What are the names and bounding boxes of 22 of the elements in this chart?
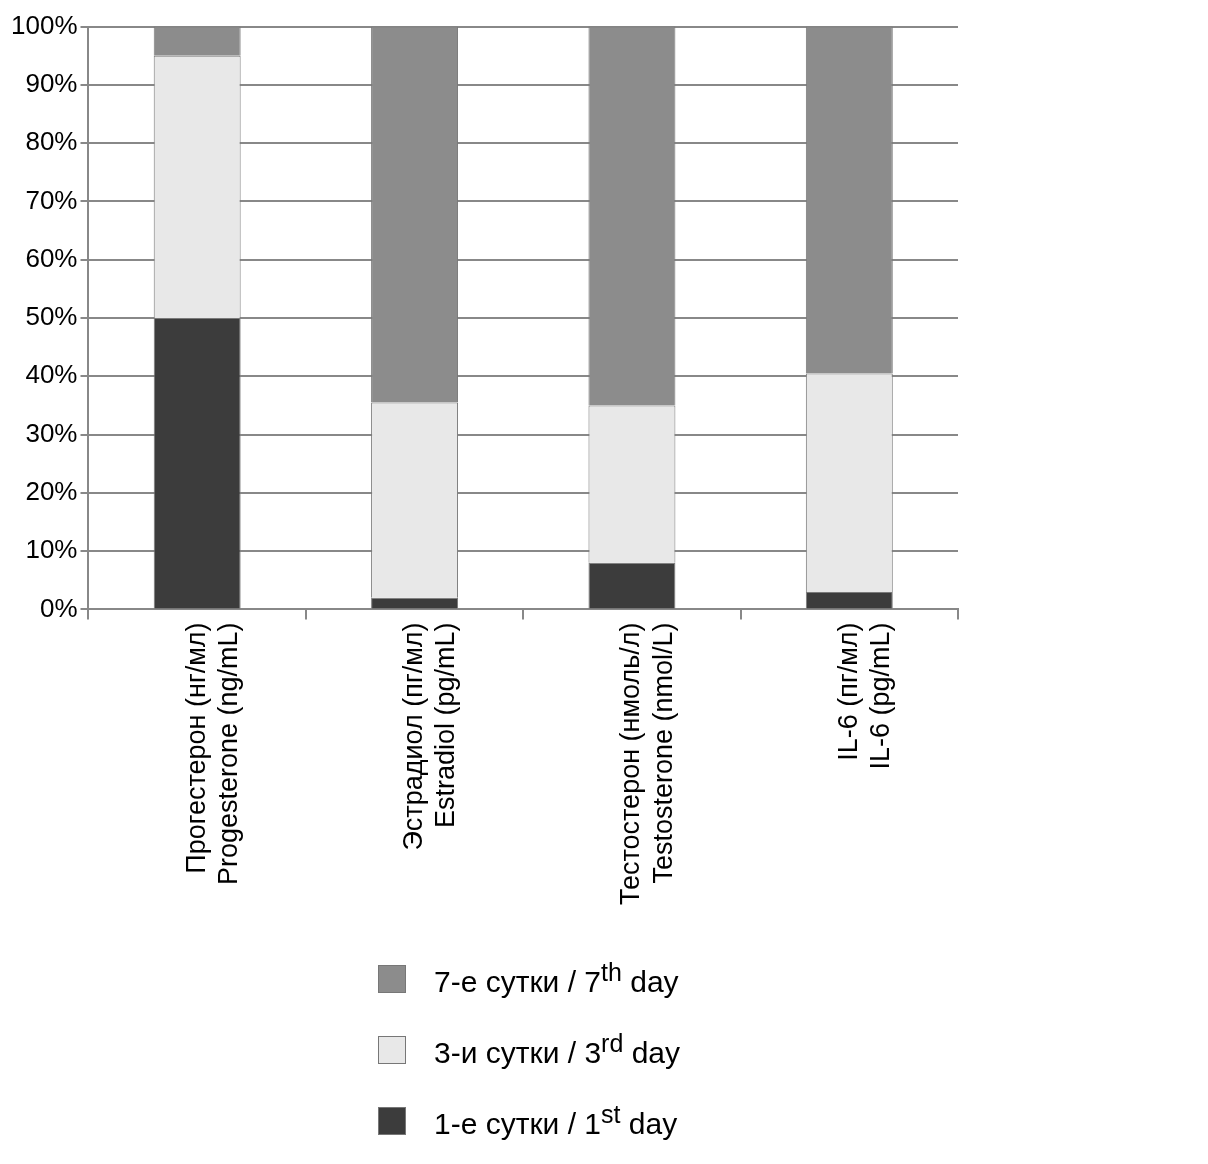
y-tick-label: 100% [11, 9, 78, 40]
y-tick-label: 30% [25, 417, 78, 448]
y-tick-label: 0% [39, 592, 78, 623]
category-label: Progesterone (ng/mL) [213, 622, 244, 886]
category-label: Тестостерон (нмоль/л) [615, 622, 646, 906]
y-tick-label: 20% [25, 476, 78, 507]
y-tick-label: 60% [25, 242, 78, 273]
y-tick-label: 80% [25, 126, 78, 157]
y-tick-label: 10% [25, 534, 78, 565]
y-tick-label: 70% [25, 184, 78, 215]
category-label: Testosterone (nmol/L) [647, 622, 678, 884]
category-label: IL-6 (pg/mL) [865, 622, 896, 770]
category-label: IL-6 (пг/мл) [832, 622, 863, 761]
legend-label: 3-и сутки / 3$^{rd}$ day [434, 1029, 681, 1070]
category-label: Estradiol (pg/mL) [430, 622, 461, 829]
y-tick-label: 40% [25, 359, 78, 390]
y-tick-label: 50% [25, 301, 78, 332]
category-label: Прогестерон (нг/мл) [180, 622, 211, 874]
category-label: Эстрадиол (пг/мл) [398, 622, 429, 851]
legend-label: 1-е сутки / 1$^{st}$ day [434, 1100, 678, 1141]
y-tick-label: 90% [25, 68, 78, 99]
legend-label: 7-е сутки / 7$^{th}$ day [434, 958, 679, 999]
